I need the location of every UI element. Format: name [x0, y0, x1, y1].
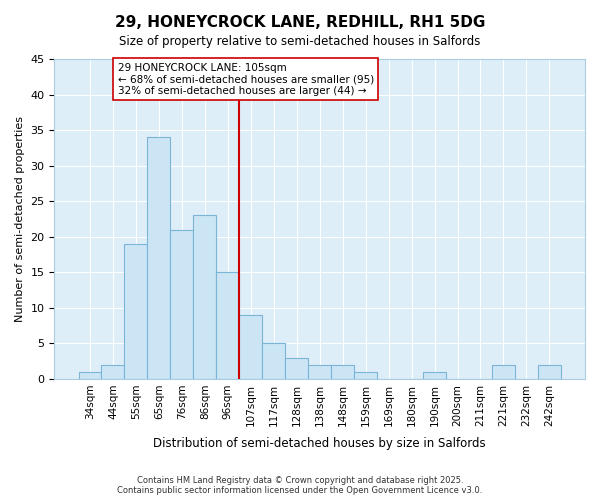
- Bar: [170, 230, 193, 379]
- Text: 29, HONEYCROCK LANE, REDHILL, RH1 5DG: 29, HONEYCROCK LANE, REDHILL, RH1 5DG: [115, 15, 485, 30]
- Bar: [423, 372, 446, 379]
- Bar: [538, 364, 561, 379]
- X-axis label: Distribution of semi-detached houses by size in Salfords: Distribution of semi-detached houses by …: [154, 437, 486, 450]
- Bar: [79, 372, 101, 379]
- Bar: [124, 244, 148, 379]
- Text: Size of property relative to semi-detached houses in Salfords: Size of property relative to semi-detach…: [119, 35, 481, 48]
- Text: Contains HM Land Registry data © Crown copyright and database right 2025.
Contai: Contains HM Land Registry data © Crown c…: [118, 476, 482, 495]
- Bar: [262, 344, 285, 379]
- Bar: [239, 315, 262, 379]
- Text: 29 HONEYCROCK LANE: 105sqm
← 68% of semi-detached houses are smaller (95)
32% of: 29 HONEYCROCK LANE: 105sqm ← 68% of semi…: [118, 62, 374, 96]
- Bar: [354, 372, 377, 379]
- Bar: [101, 364, 124, 379]
- Y-axis label: Number of semi-detached properties: Number of semi-detached properties: [15, 116, 25, 322]
- Bar: [492, 364, 515, 379]
- Bar: [193, 216, 217, 379]
- Bar: [331, 364, 354, 379]
- Bar: [308, 364, 331, 379]
- Bar: [217, 272, 239, 379]
- Bar: [148, 137, 170, 379]
- Bar: [285, 358, 308, 379]
